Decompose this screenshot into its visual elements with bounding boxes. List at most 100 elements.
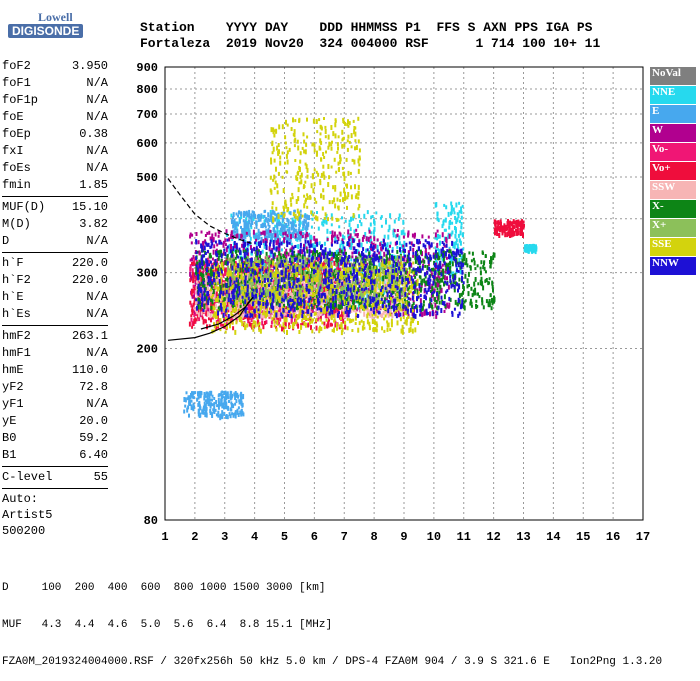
- x-tick-label: 3: [221, 530, 228, 544]
- echo-point: [326, 229, 328, 234]
- echo-point: [302, 286, 304, 290]
- echo-point: [237, 215, 239, 218]
- x-tick-label: 9: [400, 530, 407, 544]
- y-tick-label: 80: [144, 514, 158, 528]
- echo-point: [213, 250, 215, 255]
- echo-point: [228, 400, 230, 403]
- echo-point: [225, 392, 227, 397]
- echo-point: [224, 268, 226, 272]
- echo-point: [409, 298, 411, 301]
- echo-point: [467, 278, 469, 283]
- echo-point: [209, 253, 211, 258]
- echo-point: [460, 241, 462, 246]
- x-tick-label: 13: [516, 530, 530, 544]
- echo-point: [210, 402, 212, 406]
- echo-point: [282, 225, 284, 228]
- echo-point: [399, 241, 401, 245]
- echo-point: [506, 232, 508, 237]
- echo-point: [302, 254, 304, 259]
- echo-point: [378, 263, 380, 267]
- echo-point: [333, 261, 335, 266]
- echo-point: [471, 259, 473, 262]
- echo-point: [475, 279, 477, 282]
- echo-point: [387, 235, 389, 240]
- echo-point: [295, 229, 297, 233]
- echo-point: [455, 219, 457, 224]
- echo-point: [210, 306, 212, 310]
- echo-point: [518, 231, 520, 235]
- echo-point: [332, 272, 334, 276]
- echo-point: [198, 240, 200, 244]
- echo-point: [403, 236, 405, 239]
- echo-point: [494, 253, 496, 258]
- echo-point: [430, 305, 432, 308]
- echo-point: [213, 411, 215, 414]
- echo-point: [235, 250, 237, 254]
- echo-point: [423, 300, 425, 303]
- echo-point: [501, 228, 503, 231]
- echo-point: [269, 230, 271, 233]
- echo-point: [444, 310, 446, 313]
- echo-point: [414, 234, 416, 239]
- echo-point: [474, 267, 476, 270]
- echo-point: [402, 291, 404, 295]
- echo-point: [235, 393, 237, 398]
- echo-point: [195, 272, 197, 275]
- echo-point: [335, 257, 337, 262]
- echo-point: [268, 314, 270, 317]
- echo-point: [191, 258, 193, 262]
- echo-point: [340, 305, 342, 309]
- echo-point: [450, 212, 452, 216]
- echo-point: [401, 230, 403, 235]
- echo-point: [402, 245, 404, 248]
- echo-point: [321, 221, 323, 225]
- echo-point: [512, 221, 514, 224]
- echo-point: [490, 293, 492, 297]
- echo-point: [492, 289, 494, 293]
- echo-point: [195, 301, 197, 304]
- echo-point: [230, 407, 232, 411]
- echo-point: [308, 215, 310, 220]
- echo-point: [203, 241, 205, 244]
- echo-point: [291, 225, 293, 230]
- echo-point: [226, 405, 228, 409]
- echo-point: [436, 243, 438, 248]
- echo-point: [355, 233, 357, 236]
- echo-point: [451, 222, 453, 225]
- echo-point: [412, 248, 414, 252]
- echo-point: [327, 238, 329, 241]
- echo-point: [462, 232, 464, 237]
- echo-point: [461, 211, 463, 214]
- echo-point: [468, 291, 470, 296]
- echo-point: [369, 261, 371, 264]
- echo-point: [206, 232, 208, 235]
- echo-point: [397, 234, 399, 237]
- echo-point: [423, 278, 425, 283]
- echo-point: [311, 226, 313, 229]
- x-tick-label: 17: [636, 530, 650, 544]
- echo-point: [358, 239, 360, 242]
- echo-point: [435, 232, 437, 237]
- echo-point: [284, 228, 286, 232]
- echo-point: [238, 304, 240, 307]
- echo-point: [221, 398, 223, 402]
- echo-point: [188, 414, 190, 418]
- echo-point: [497, 220, 499, 224]
- echo-point: [515, 229, 517, 233]
- echo-point: [213, 402, 215, 406]
- echo-point: [457, 212, 459, 215]
- echo-point: [465, 258, 467, 262]
- echo-point: [198, 298, 200, 301]
- echo-point: [191, 293, 193, 296]
- echo-point: [439, 301, 441, 305]
- echo-point: [437, 212, 439, 216]
- echo-point: [355, 229, 357, 232]
- echo-point: [235, 224, 237, 228]
- echo-point: [227, 254, 229, 257]
- echo-point: [266, 231, 268, 234]
- echo-point: [231, 396, 233, 400]
- echo-point: [495, 228, 497, 233]
- echo-point: [269, 215, 271, 219]
- echo-point: [349, 223, 351, 227]
- echo-point: [372, 215, 374, 218]
